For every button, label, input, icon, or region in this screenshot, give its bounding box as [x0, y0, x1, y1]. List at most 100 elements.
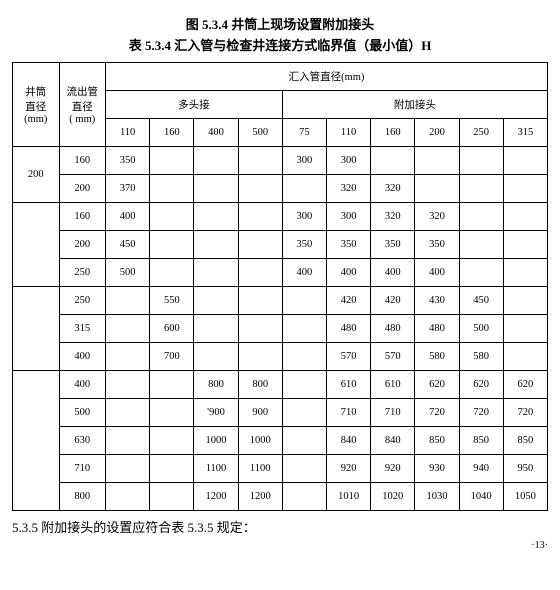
- cell-value: 350: [106, 147, 150, 175]
- cell-value: 1000: [194, 427, 238, 455]
- cell-value: [106, 483, 150, 511]
- cell-value: 400: [326, 259, 370, 287]
- col-header-outflow-dia: 流出管直径( mm): [59, 63, 106, 147]
- cell-value: [503, 147, 547, 175]
- cell-value: [106, 427, 150, 455]
- cell-shaft-dia: [13, 287, 60, 371]
- cell-value: 550: [150, 287, 194, 315]
- cell-outflow-dia: 200: [59, 175, 106, 203]
- cell-value: [282, 287, 326, 315]
- sub-header: 315: [503, 119, 547, 147]
- cell-value: [150, 427, 194, 455]
- cell-value: [415, 175, 459, 203]
- cell-value: [106, 315, 150, 343]
- cell-value: 720: [503, 399, 547, 427]
- cell-value: 850: [415, 427, 459, 455]
- sub-header: 75: [282, 119, 326, 147]
- cell-value: 840: [326, 427, 370, 455]
- cell-value: 300: [282, 203, 326, 231]
- group-header-multi: 多头接: [106, 91, 283, 119]
- cell-value: [459, 259, 503, 287]
- cell-value: 1010: [326, 483, 370, 511]
- cell-value: [194, 175, 238, 203]
- table-row: 71011001100920920930940950: [13, 455, 548, 483]
- cell-value: [415, 147, 459, 175]
- cell-shaft-dia: [13, 203, 60, 287]
- cell-value: 600: [150, 315, 194, 343]
- cell-value: [238, 315, 282, 343]
- cell-value: 950: [503, 455, 547, 483]
- cell-value: [150, 175, 194, 203]
- cell-value: [194, 147, 238, 175]
- cell-value: [238, 259, 282, 287]
- table-row: 400700570570580580: [13, 343, 548, 371]
- cell-value: [503, 175, 547, 203]
- cell-value: 320: [371, 175, 415, 203]
- cell-value: 400: [106, 203, 150, 231]
- cell-value: 350: [415, 231, 459, 259]
- cell-value: [194, 231, 238, 259]
- cell-value: [459, 231, 503, 259]
- cell-value: [106, 371, 150, 399]
- cell-outflow-dia: 250: [59, 259, 106, 287]
- sub-header: 160: [371, 119, 415, 147]
- col-header-shaft-dia: 井筒直径(mm): [13, 63, 60, 147]
- cell-value: 710: [371, 399, 415, 427]
- cell-value: 320: [371, 203, 415, 231]
- cell-value: [459, 147, 503, 175]
- cell-value: 420: [326, 287, 370, 315]
- cell-value: 720: [415, 399, 459, 427]
- cell-value: 1040: [459, 483, 503, 511]
- cell-value: 720: [459, 399, 503, 427]
- cell-value: [282, 315, 326, 343]
- cell-value: 500: [459, 315, 503, 343]
- cell-value: [282, 343, 326, 371]
- cell-value: [194, 315, 238, 343]
- cell-value: [282, 399, 326, 427]
- cell-value: 370: [106, 175, 150, 203]
- cell-value: 350: [326, 231, 370, 259]
- table-body: 2001603503003002003703203201604003003003…: [13, 147, 548, 511]
- cell-value: [150, 483, 194, 511]
- cell-value: 850: [459, 427, 503, 455]
- cell-value: 1030: [415, 483, 459, 511]
- cell-value: 620: [415, 371, 459, 399]
- cell-value: 1100: [194, 455, 238, 483]
- cell-value: [503, 315, 547, 343]
- cell-value: 900: [238, 399, 282, 427]
- sub-header: 400: [194, 119, 238, 147]
- cell-value: 570: [371, 343, 415, 371]
- cell-outflow-dia: 800: [59, 483, 106, 511]
- cell-value: 450: [106, 231, 150, 259]
- cell-value: 400: [282, 259, 326, 287]
- cell-value: '900: [194, 399, 238, 427]
- sub-header: 110: [106, 119, 150, 147]
- cell-value: [238, 203, 282, 231]
- page-number: ·13·: [12, 540, 548, 551]
- cell-value: 300: [282, 147, 326, 175]
- cell-outflow-dia: 400: [59, 343, 106, 371]
- cell-value: [282, 455, 326, 483]
- sub-header: 500: [238, 119, 282, 147]
- cell-value: 580: [415, 343, 459, 371]
- col-header-inlet-dia: 汇入管直径(mm): [106, 63, 548, 91]
- cell-value: [371, 147, 415, 175]
- cell-outflow-dia: 400: [59, 371, 106, 399]
- cell-value: 420: [371, 287, 415, 315]
- cell-value: [282, 427, 326, 455]
- table-row: 200450350350350350: [13, 231, 548, 259]
- cell-value: 300: [326, 147, 370, 175]
- cell-outflow-dia: 630: [59, 427, 106, 455]
- table-row: 500'900900710710720720720: [13, 399, 548, 427]
- cell-value: 480: [415, 315, 459, 343]
- cell-value: [459, 203, 503, 231]
- cell-value: 320: [415, 203, 459, 231]
- cell-value: 920: [326, 455, 370, 483]
- table-caption: 表 5.3.4 汇入管与检查井连接方式临界值（最小值）H: [12, 35, 548, 54]
- sub-header: 250: [459, 119, 503, 147]
- cell-value: 700: [150, 343, 194, 371]
- cell-value: [106, 455, 150, 483]
- cell-value: 350: [371, 231, 415, 259]
- cell-value: 840: [371, 427, 415, 455]
- cell-value: 1050: [503, 483, 547, 511]
